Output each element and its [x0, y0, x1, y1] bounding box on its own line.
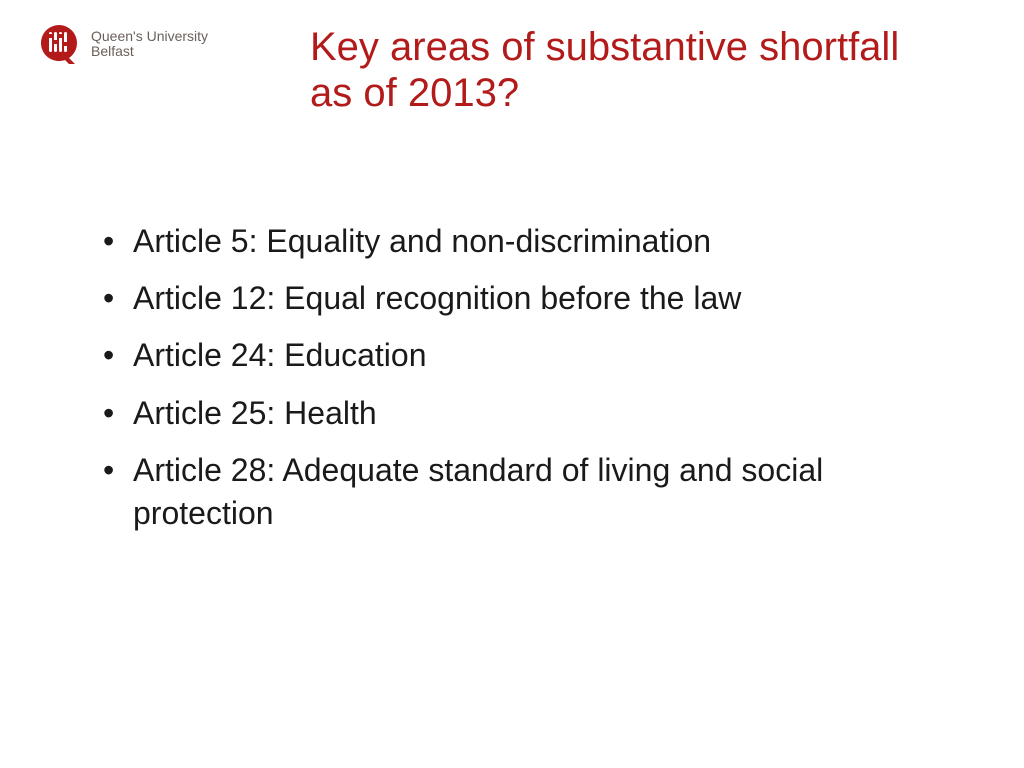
slide-body: Article 5: Equality and non-discriminati… [95, 220, 935, 549]
bullet-list: Article 5: Equality and non-discriminati… [95, 220, 935, 535]
list-item: Article 28: Adequate standard of living … [95, 449, 935, 535]
logo-text: Queen's University Belfast [91, 29, 208, 60]
list-item: Article 12: Equal recognition before the… [95, 277, 935, 320]
list-item: Article 5: Equality and non-discriminati… [95, 220, 935, 263]
slide-title: Key areas of substantive shortfall as of… [310, 24, 930, 116]
list-item: Article 25: Health [95, 392, 935, 435]
slide: Queen's University Belfast Key areas of … [0, 0, 1024, 768]
logo-line-1: Queen's University [91, 29, 208, 44]
list-item: Article 24: Education [95, 334, 935, 377]
logo-crest-icon [35, 20, 83, 68]
university-logo: Queen's University Belfast [35, 20, 208, 68]
logo-line-2: Belfast [91, 44, 208, 59]
